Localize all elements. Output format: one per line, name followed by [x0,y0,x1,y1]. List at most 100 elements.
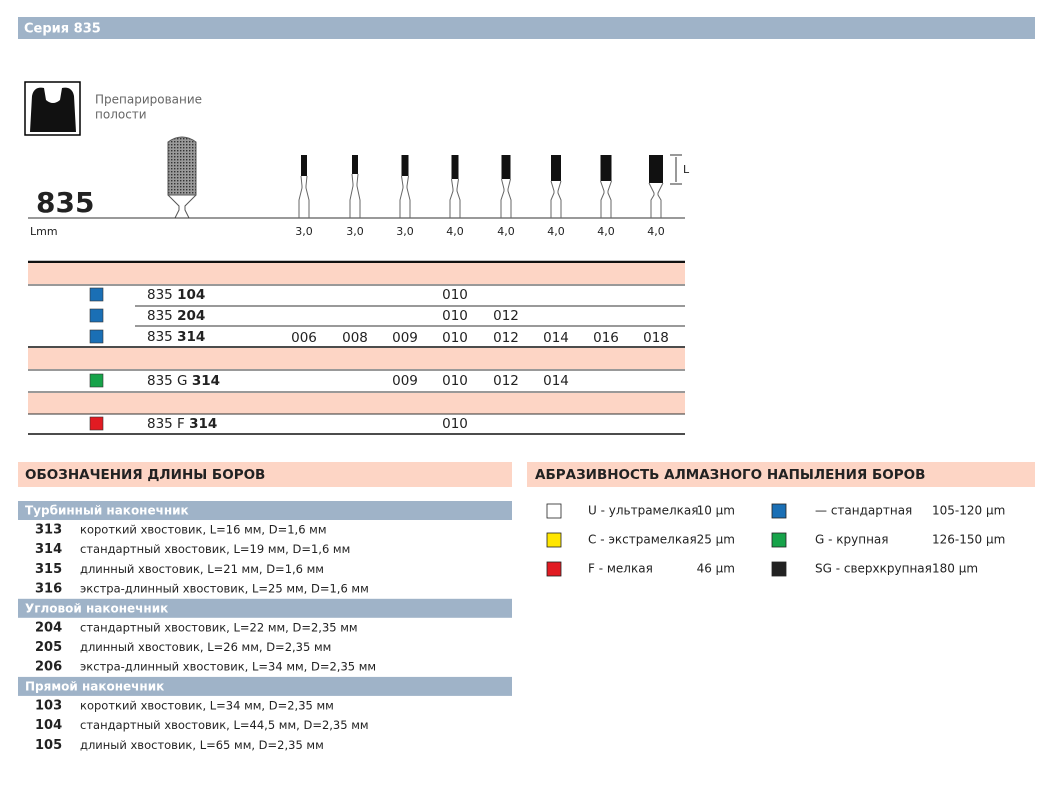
product-prefix: 835 G [147,373,188,389]
head-size: 010 [442,373,468,389]
head-size: 010 [442,330,468,346]
section-title: ОБОЗНАЧЕНИЯ ДЛИНЫ БОРОВ [25,467,265,483]
head-size: 012 [493,373,519,389]
length-desc: экстра-длинный хвостовик, L=25 мм, D=1,6… [80,582,369,596]
head-size: 009 [392,330,418,346]
bur-shank [449,178,461,218]
grit-size: 46 µm [697,562,735,576]
length-desc: длинный хвостовик, L=26 мм, D=2,35 мм [80,640,331,654]
product-prefix: 835 F [147,416,185,432]
head-size: 010 [442,287,468,303]
length-code: 206 [35,660,62,675]
length-code: 314 [35,542,62,557]
product-code: 835 204 [147,308,205,324]
group-title: Прямой наконечник [25,679,164,693]
product-prefix: 835 [147,329,173,345]
product-size-code: 204 [177,308,205,324]
head-size: 014 [543,330,569,346]
head-size: 009 [392,373,418,389]
bur-shank [600,180,612,218]
grit-size: 126-150 µm [932,533,1005,547]
bur-head [401,155,409,176]
product-size-code: 104 [177,287,205,303]
grit-size: 25 µm [697,533,735,547]
head-size: 010 [442,308,468,324]
group-bar [18,676,512,696]
section-title: АБРАЗИВНОСТЬ АЛМАЗНОГО НАПЫЛЕНИЯ БОРОВ [535,467,925,483]
length-desc: стандартный хвостовик, L=22 мм, D=2,35 м… [80,620,358,634]
length-value: 4,0 [446,225,464,238]
head-size: 012 [493,330,519,346]
bur-shank [648,182,664,218]
icon-label: Препарирование [95,93,202,107]
grit-swatch [546,561,562,577]
grit-size: 10 µm [697,504,735,518]
bur-shank [399,175,411,218]
length-code: 205 [35,640,62,655]
bur-head [551,155,561,181]
section-bar [527,462,1035,487]
grit-label: SG - сверхкрупная [815,562,932,576]
length-code: 104 [35,718,62,733]
length-label: Lmm [30,225,58,238]
grit-swatch [546,532,562,548]
bur-shank [500,178,512,218]
table-band [28,263,685,284]
grit-label: F - мелкая [588,562,653,576]
product-size-code: 314 [189,416,217,432]
head-size: 006 [291,330,317,346]
length-desc: короткий хвостовик, L=16 мм, D=1,6 мм [80,523,327,537]
length-desc: стандартный хвостовик, L=19 мм, D=1,6 мм [80,542,350,556]
product-prefix: 835 [147,308,173,324]
product-code: 835 F 314 [147,416,217,432]
grit-size: 105-120 µm [932,504,1005,518]
length-marker [670,154,682,185]
bur-head [301,155,307,176]
head-size: 008 [342,330,368,346]
product-size-code: 314 [192,373,220,389]
product-prefix: 835 [147,287,173,303]
table-band [28,393,685,414]
grit-swatch [546,503,562,519]
length-code: 315 [35,562,62,577]
length-code: 103 [35,698,62,713]
bur-shank [298,175,310,218]
length-value: 3,0 [346,225,364,238]
grit-label: U - ультрамелкая [588,504,698,518]
length-value: 4,0 [647,225,665,238]
group-bar [18,598,512,618]
length-marker-label: L [683,163,690,176]
head-size: 010 [442,416,468,432]
bur-head [501,155,511,179]
product-size-code: 314 [177,329,205,345]
table-band [28,348,685,369]
length-code: 316 [35,582,62,597]
length-code: 204 [35,620,62,635]
product-code: 835 104 [147,287,205,303]
cavity-icon [24,81,81,136]
grit-label: G - крупная [815,533,889,547]
group-title: Турбинный наконечник [25,504,189,518]
length-desc: короткий хвостовик, L=34 мм, D=2,35 мм [80,698,334,712]
icon-label: полости [95,108,147,122]
length-value: 3,0 [295,225,313,238]
length-code: 105 [35,738,62,753]
bur-head [600,155,612,181]
bur-shank [349,173,361,218]
grit-label: — стандартная [815,504,912,518]
grit-swatch [89,416,104,431]
length-value: 3,0 [396,225,414,238]
grit-swatch [89,308,104,323]
model-number: 835 [36,186,94,219]
grit-swatch [89,329,104,344]
grit-size: 180 µm [932,562,978,576]
section-bar [18,462,512,487]
header-title: Серия 835 [24,22,101,37]
grit-swatch [771,561,787,577]
product-code: 835 314 [147,329,205,345]
bur-head [649,155,663,183]
length-value: 4,0 [497,225,515,238]
group-bar [18,501,512,520]
